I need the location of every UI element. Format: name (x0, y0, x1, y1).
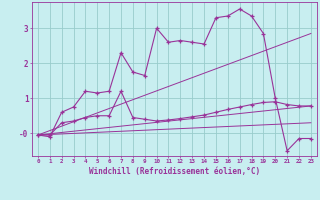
X-axis label: Windchill (Refroidissement éolien,°C): Windchill (Refroidissement éolien,°C) (89, 167, 260, 176)
